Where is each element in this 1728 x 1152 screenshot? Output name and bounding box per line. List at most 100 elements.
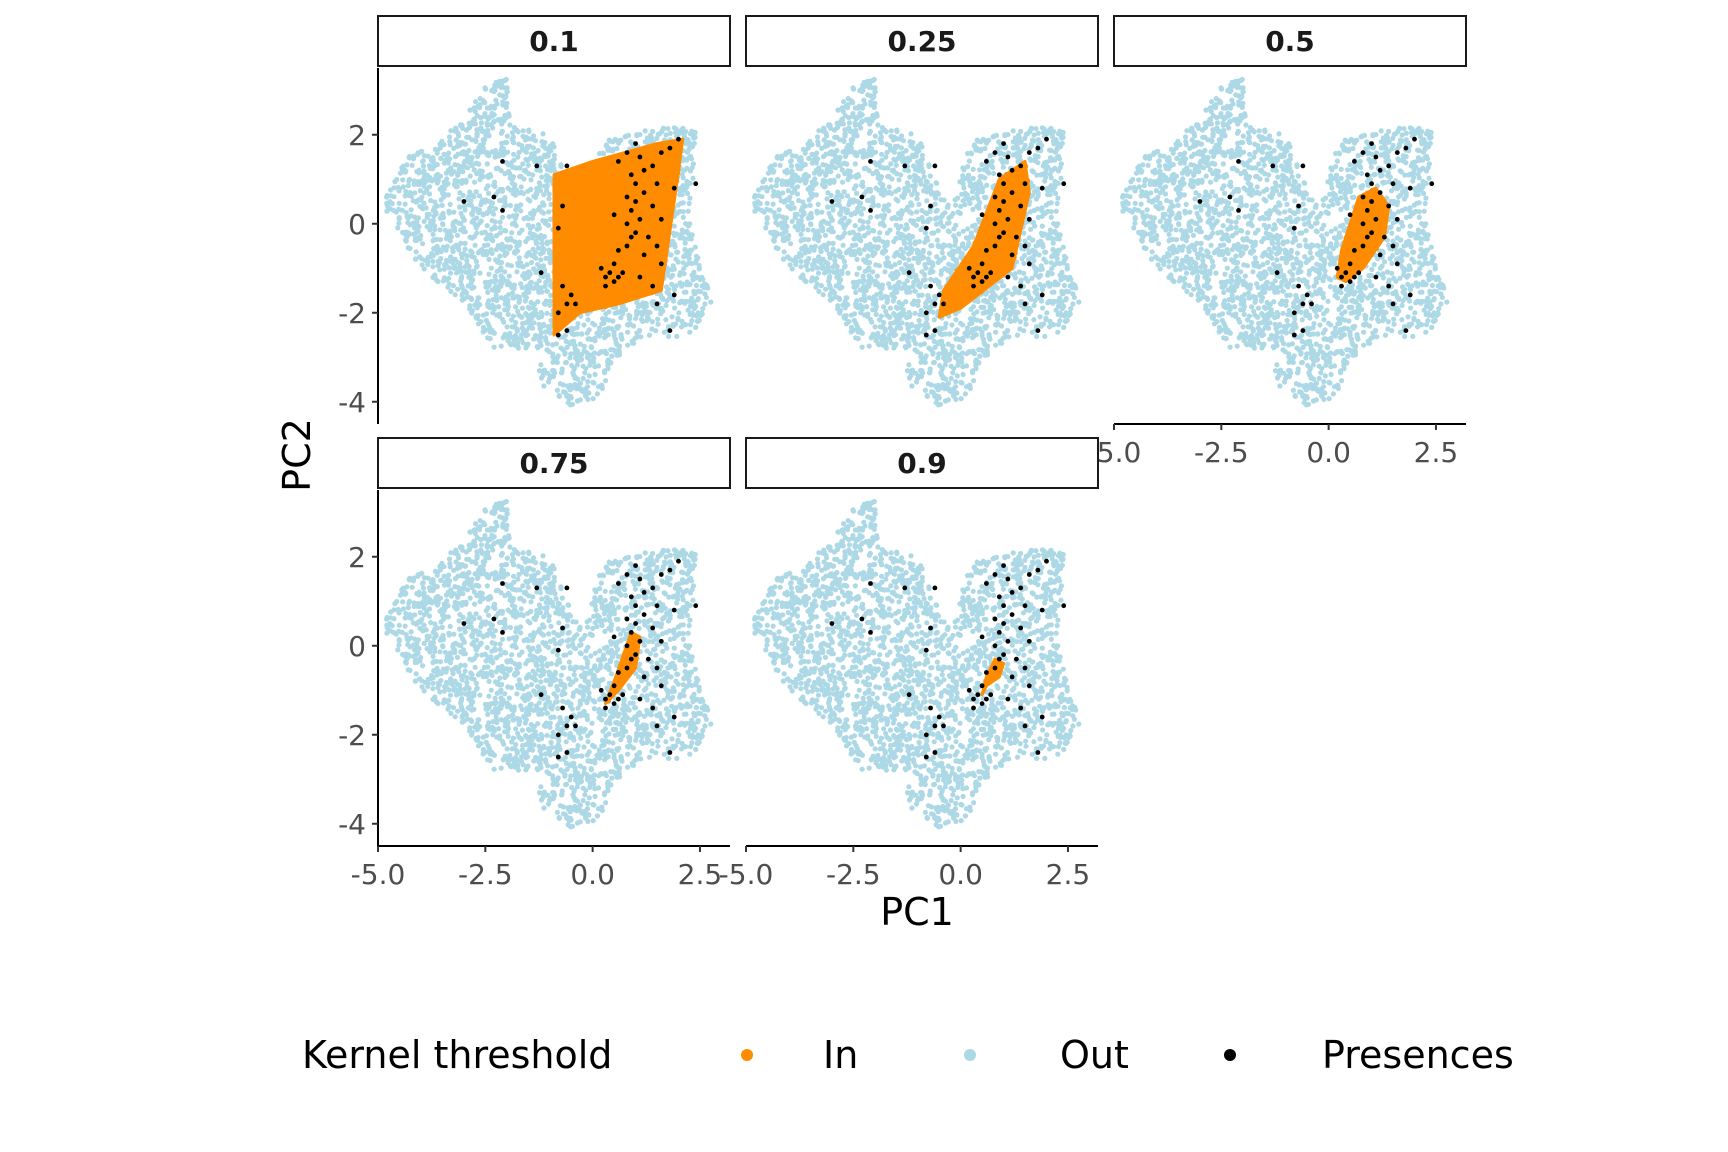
y-tick-label: -4: [338, 386, 366, 419]
out-point: [509, 130, 516, 136]
out-point: [504, 89, 510, 95]
out-point: [890, 298, 896, 304]
out-point: [548, 317, 554, 324]
out-point: [430, 166, 436, 172]
out-point: [521, 293, 528, 299]
out-point: [655, 316, 661, 322]
out-point: [452, 183, 458, 189]
out-point: [415, 150, 421, 156]
out-point: [462, 207, 468, 213]
out-point: [467, 107, 473, 113]
out-point: [440, 214, 446, 220]
out-point: [682, 240, 688, 246]
out-point: [823, 141, 829, 148]
out-point: [542, 153, 548, 160]
out-point: [441, 275, 447, 281]
out-point: [897, 215, 904, 221]
out-point: [622, 134, 628, 140]
out-point: [940, 374, 946, 380]
out-point: [918, 351, 924, 357]
out-point: [1003, 334, 1009, 340]
out-point: [855, 114, 861, 120]
out-point: [909, 192, 915, 198]
out-point: [448, 254, 454, 260]
presence-point: [461, 199, 467, 204]
presence-point: [633, 199, 638, 204]
out-point: [419, 262, 425, 268]
out-point: [839, 206, 845, 212]
out-point: [764, 216, 770, 222]
out-point: [400, 184, 406, 190]
out-point: [447, 142, 453, 148]
out-point: [509, 221, 515, 227]
out-point: [819, 209, 825, 215]
out-point: [483, 280, 489, 286]
out-point: [408, 207, 414, 213]
out-point: [685, 208, 691, 214]
out-point: [684, 178, 690, 185]
out-point: [1060, 130, 1066, 136]
out-point: [934, 395, 940, 402]
presence-point: [611, 212, 617, 218]
out-point: [458, 122, 464, 128]
out-point: [634, 311, 640, 318]
out-point: [390, 207, 396, 213]
out-point: [783, 215, 790, 221]
out-point: [504, 307, 510, 313]
out-point: [682, 186, 688, 192]
out-point: [437, 267, 443, 273]
out-point: [822, 232, 829, 238]
out-point: [840, 179, 846, 185]
out-point: [977, 353, 983, 359]
out-point: [464, 253, 470, 259]
out-point: [918, 181, 924, 187]
out-point: [540, 218, 546, 224]
out-point: [521, 216, 527, 222]
out-point: [646, 332, 653, 338]
out-point: [1026, 256, 1032, 262]
out-point: [906, 330, 913, 336]
out-point: [815, 142, 821, 148]
out-point: [771, 238, 777, 244]
out-point: [820, 154, 827, 160]
out-point: [800, 227, 806, 233]
out-point: [545, 175, 551, 181]
out-point: [686, 200, 692, 207]
out-point: [678, 232, 684, 238]
out-point: [498, 168, 504, 174]
out-point: [432, 146, 438, 152]
out-point: [400, 163, 406, 169]
out-point: [625, 342, 631, 348]
presence-point: [564, 328, 570, 333]
out-point: [601, 368, 608, 374]
out-point: [938, 271, 944, 277]
out-point: [888, 327, 894, 333]
out-point: [785, 203, 791, 209]
out-point: [526, 316, 532, 322]
out-point: [1031, 132, 1037, 138]
out-point: [866, 84, 872, 90]
out-point: [513, 203, 520, 209]
out-point: [785, 188, 791, 194]
presence-point: [624, 221, 630, 227]
out-point: [474, 127, 480, 133]
presence-point: [671, 185, 677, 191]
out-point: [663, 302, 669, 309]
out-point: [570, 370, 576, 376]
out-point: [504, 324, 510, 330]
out-point: [481, 251, 487, 257]
out-point: [472, 242, 478, 248]
out-point: [478, 319, 484, 325]
out-point: [805, 227, 811, 233]
out-point: [538, 188, 544, 194]
out-point: [826, 122, 832, 128]
out-point: [404, 214, 410, 220]
out-point: [545, 167, 551, 173]
out-point: [1035, 160, 1041, 166]
out-point: [837, 137, 843, 143]
out-point: [574, 362, 581, 368]
out-point: [948, 363, 954, 369]
out-point: [678, 200, 684, 206]
out-point: [453, 137, 459, 143]
out-point: [1034, 333, 1040, 339]
